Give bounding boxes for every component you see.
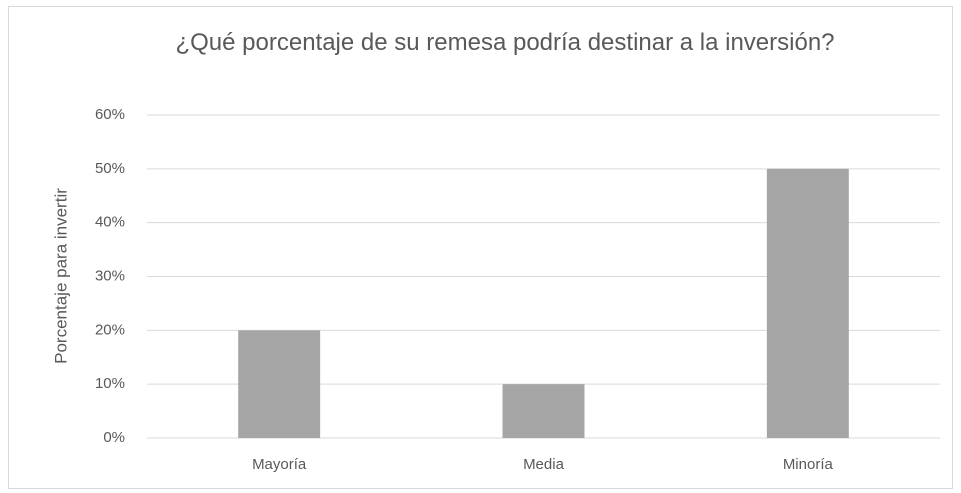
y-tick-label: 20%: [95, 321, 125, 338]
y-tick-label: 50%: [95, 160, 125, 177]
bar: [766, 168, 849, 439]
y-axis-label: Porcentaje para invertir: [51, 188, 70, 364]
y-tick-label: 40%: [95, 214, 125, 231]
bar: [238, 330, 321, 438]
x-tick-label: Minoría: [783, 456, 834, 473]
x-tick-label: Media: [523, 456, 565, 473]
bar: [502, 384, 585, 438]
x-tick-label: Mayoría: [252, 456, 307, 473]
y-tick-label: 30%: [95, 267, 125, 284]
y-tick-label: 0%: [103, 429, 125, 446]
y-tick-label: 10%: [95, 375, 125, 392]
y-tick-label: 60%: [95, 106, 125, 123]
chart-title: ¿Qué porcentaje de su remesa podría dest…: [175, 29, 835, 56]
